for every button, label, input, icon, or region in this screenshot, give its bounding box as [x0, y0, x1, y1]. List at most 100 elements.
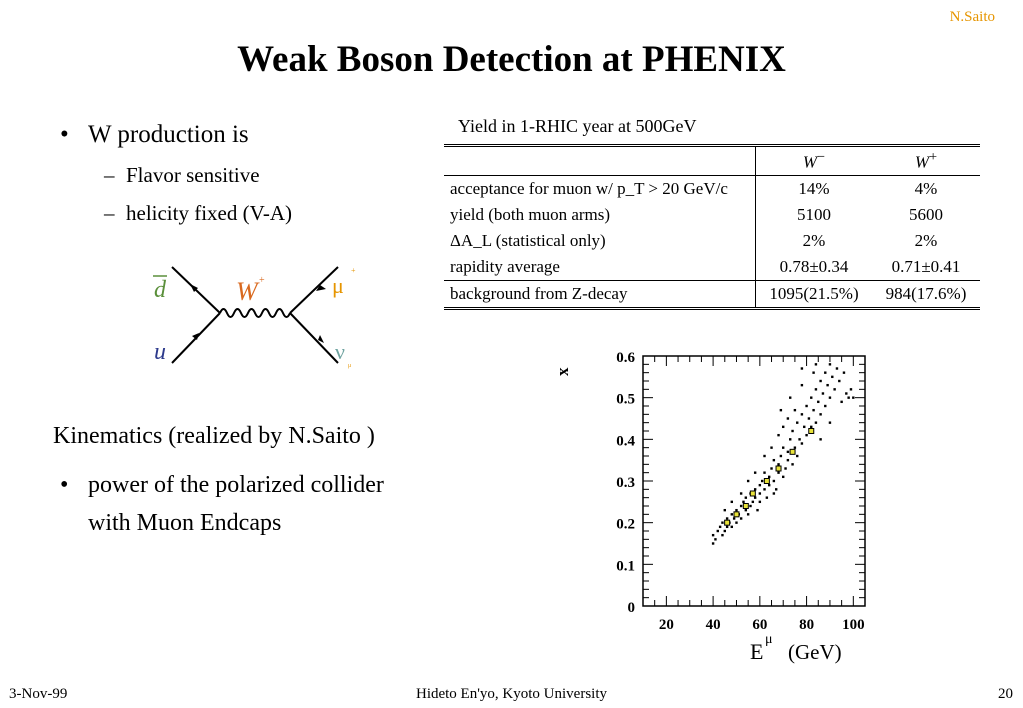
sub-bullet-text: Flavor sensitive [126, 163, 260, 187]
nu-label: ν [335, 339, 345, 364]
table-row: acceptance for muon w/ p_T > 20 GeV/c 14… [444, 175, 980, 202]
data-point [821, 392, 825, 395]
data-point [800, 442, 804, 445]
x-tick-label: 80 [799, 617, 814, 633]
data-point [779, 408, 783, 412]
data-point [746, 479, 750, 483]
data-point [763, 454, 766, 458]
data-point [807, 417, 811, 420]
bullet-text-line2: with Muon Endcaps [88, 510, 282, 536]
plot-frame [642, 355, 866, 607]
y-tick-label: 0.4 [616, 433, 635, 449]
header-blank [444, 145, 756, 176]
sub-bullet-flavor: – Flavor sensitive [104, 163, 260, 188]
data-point [791, 429, 794, 433]
y-axis-label: x [553, 367, 572, 376]
data-point [721, 533, 724, 537]
cell-w-plus: 2% [914, 230, 938, 250]
data-point [786, 458, 790, 462]
data-point [800, 413, 804, 416]
data-point [770, 467, 773, 470]
data-point [810, 425, 813, 429]
data-point [814, 421, 818, 424]
bullet-text-line1: power of the polarized collider [88, 472, 384, 498]
data-point [786, 450, 790, 454]
bullet-w-production: • W production is [60, 121, 249, 149]
y-tick-label: 0 [628, 600, 636, 616]
data-point [819, 413, 822, 416]
highlight-point [775, 465, 782, 472]
data-point [805, 433, 808, 437]
header-w-plus: W+ [872, 145, 980, 176]
data-point [786, 417, 790, 420]
data-point [723, 508, 726, 512]
data-point [760, 479, 764, 483]
data-point [810, 396, 813, 399]
data-point [779, 454, 783, 458]
highlight-point [808, 428, 815, 434]
data-point [753, 488, 757, 491]
data-point [828, 396, 832, 399]
data-point [739, 492, 743, 495]
cell-w-minus: 5100 [755, 201, 872, 228]
data-point [824, 404, 827, 408]
yield-table: W− W+ acceptance for muon w/ p_T > 20 Ge… [444, 144, 980, 310]
data-point [812, 371, 815, 374]
data-point [849, 388, 853, 391]
data-point [840, 400, 843, 404]
data-point [725, 525, 729, 529]
neutrino-line [289, 312, 339, 364]
data-point [744, 508, 748, 512]
data-point [739, 517, 743, 520]
data-point [730, 513, 733, 516]
data-point [782, 475, 785, 479]
data-point [777, 463, 780, 466]
x-axis-unit: (GeV) [788, 640, 842, 664]
data-point [753, 496, 757, 499]
data-point [751, 500, 755, 504]
cell-w-minus: 1095(21.5%) [755, 279, 872, 309]
data-point [739, 504, 743, 508]
data-point [847, 396, 850, 399]
data-point [831, 375, 834, 379]
row-label: acceptance for muon w/ p_T > 20 GeV/c [450, 178, 728, 198]
data-point [782, 425, 785, 429]
table-caption: Yield in 1-RHIC year at 500GeV [458, 116, 697, 136]
data-point [814, 388, 818, 391]
data-point [758, 483, 762, 487]
x-tick-label: 20 [659, 617, 674, 633]
cell-w-plus: 984(17.6%) [872, 279, 980, 309]
bullet-dot: • [60, 121, 69, 148]
data-point [800, 367, 804, 370]
data-point [742, 500, 745, 504]
row-label: background from Z-decay [444, 279, 756, 309]
data-point [789, 396, 792, 399]
mu-label: μ [332, 273, 344, 298]
u-label: u [154, 339, 166, 365]
highlight-point [733, 511, 740, 518]
data-point [711, 542, 715, 545]
table-row: yield (both muon arms) 5100 5600 [444, 201, 980, 228]
data-point [805, 404, 808, 408]
data-point [852, 396, 855, 399]
data-point [711, 533, 715, 537]
data-point [800, 383, 804, 387]
data-point [765, 496, 769, 499]
arrow-icon [190, 284, 198, 292]
mu-charge: + [351, 266, 356, 275]
row-label: rapidity average [450, 256, 560, 276]
arrow-icon [316, 285, 326, 291]
data-point [767, 475, 771, 479]
data-point [819, 438, 822, 441]
data-point [730, 500, 733, 504]
header-w-minus: W− [755, 145, 872, 176]
page-number: 20 [998, 686, 1013, 702]
x-tick-labels: 20 40 60 80 100 [659, 617, 865, 633]
data-point [714, 538, 717, 541]
data-point [770, 446, 773, 449]
feynman-diagram: d u W + μ + ν μ [153, 266, 356, 369]
data-point [744, 496, 748, 499]
data-point [798, 438, 801, 441]
footer-date: 3-Nov-99 [9, 686, 68, 702]
data-point [767, 483, 771, 487]
